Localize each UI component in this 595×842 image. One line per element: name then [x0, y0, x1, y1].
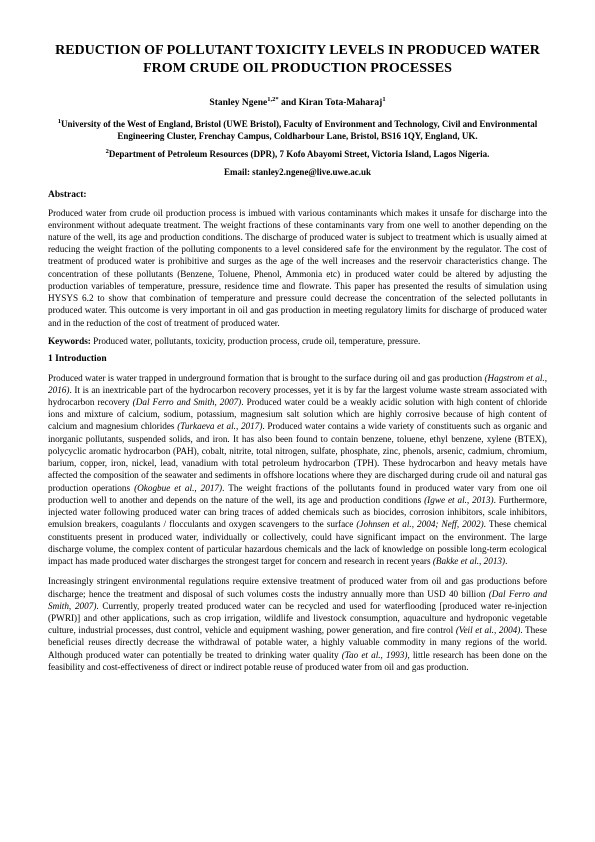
affiliation-1: 1University of the West of England, Bris…: [48, 118, 547, 142]
abstract-heading: Abstract:: [48, 189, 547, 202]
abstract-body: Produced water from crude oil production…: [48, 207, 547, 329]
affiliation-2: 2Department of Petroleum Resources (DPR)…: [48, 148, 547, 161]
authors-line: Stanley Ngene1,2* and Kiran Tota-Maharaj…: [48, 96, 547, 110]
keywords-label: Keywords:: [48, 336, 91, 346]
intro-paragraph-2: Increasingly stringent environmental reg…: [48, 575, 547, 673]
intro-paragraph-1: Produced water is water trapped in under…: [48, 372, 547, 568]
keywords-text: Produced water, pollutants, toxicity, pr…: [91, 336, 420, 346]
paper-title: REDUCTION OF POLLUTANT TOXICITY LEVELS I…: [48, 42, 547, 78]
section-1-heading: 1 Introduction: [48, 353, 547, 366]
author-email: Email: stanley2.ngene@live.uwe.ac.uk: [48, 167, 547, 179]
keywords-line: Keywords: Produced water, pollutants, to…: [48, 335, 547, 347]
